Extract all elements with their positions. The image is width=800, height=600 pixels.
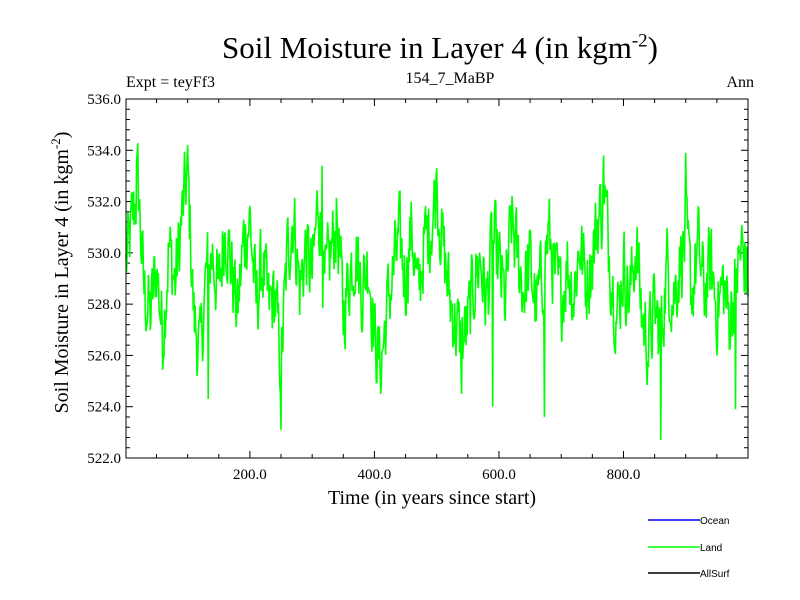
series-line-land (125, 143, 749, 441)
y-tick-label: 524.0 (87, 400, 121, 416)
y-tick-label: 530.0 (87, 246, 121, 262)
y-tick-label: 522.0 (87, 451, 121, 467)
labels-layer: 522.0 524.0 526.0 528.0 530.0 532.0 534.0 536.0… (48, 92, 640, 509)
legend-label-allsurf: AllSurf (700, 569, 730, 580)
y-axis-title: Soil Moisture in Layer 4 (in kgm-2) (48, 132, 73, 414)
y-tick-label: 532.0 (87, 195, 121, 211)
y-tick-label: 528.0 (87, 297, 121, 313)
x-tick-label: 600.0 (482, 467, 516, 483)
legend: Ocean Land AllSurf (648, 516, 730, 580)
chart-subtitle: 154_7_MaBP (405, 70, 495, 87)
y-tick-label: 536.0 (87, 92, 121, 108)
x-tick-label: 800.0 (607, 467, 641, 483)
x-axis-title: Time (in years since start) (328, 487, 536, 509)
y-tick-label: 526.0 (87, 348, 121, 364)
series-layer (125, 143, 749, 441)
x-tick-label: 400.0 (358, 467, 392, 483)
experiment-label: Expt = teyFf3 (126, 74, 216, 91)
legend-label-ocean: Ocean (700, 516, 729, 527)
plot-frame (125, 98, 749, 459)
legend-label-land: Land (700, 543, 722, 554)
season-label: Ann (726, 74, 754, 91)
y-tick-label: 534.0 (87, 143, 121, 159)
chart-title: Soil Moisture in Layer 4 (in kgm-2) (222, 30, 658, 65)
x-tick-label: 200.0 (233, 467, 267, 483)
